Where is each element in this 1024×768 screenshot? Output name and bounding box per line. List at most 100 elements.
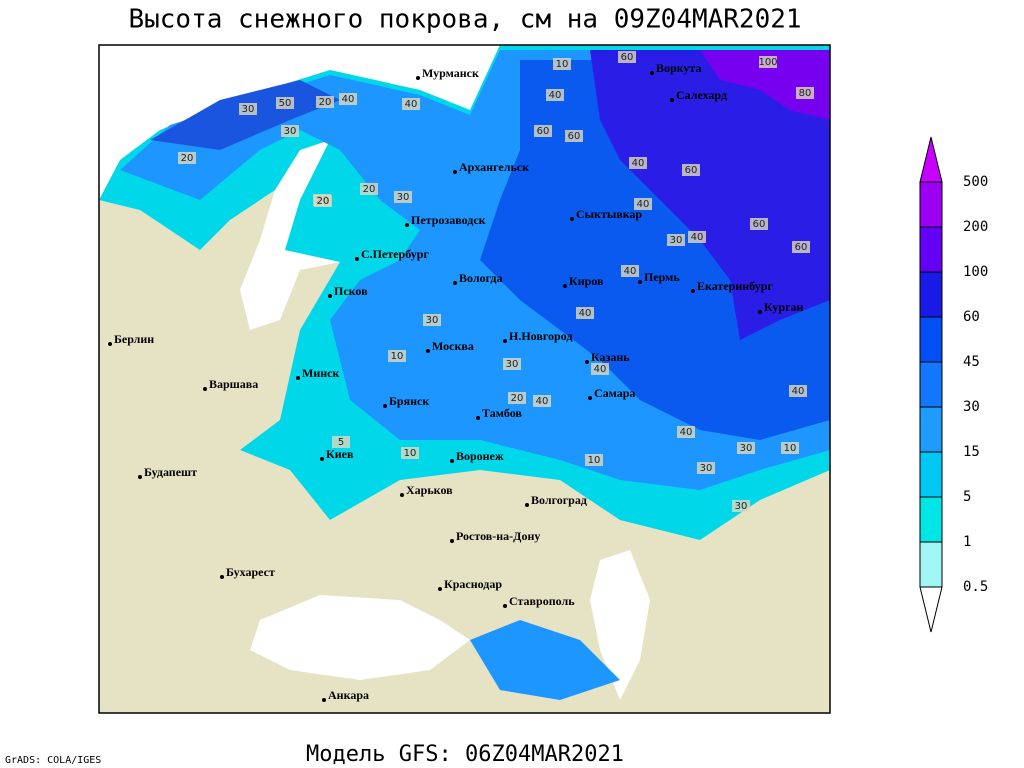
contour-label-bg — [591, 363, 609, 375]
contour-label: 40 — [632, 158, 645, 169]
contour-label-bg — [546, 89, 564, 101]
city-dot — [585, 360, 589, 364]
city-label: Екатеринбург — [697, 279, 773, 293]
contour-label: 30 — [740, 443, 753, 454]
city-label: Минск — [302, 366, 339, 380]
contour-label: 60 — [685, 165, 698, 176]
city-dot — [638, 280, 642, 284]
contour-label: 20 — [511, 393, 524, 404]
map-area — [98, 44, 831, 714]
contour-label: 10 — [391, 351, 404, 362]
black-sea — [250, 595, 470, 680]
city-dot — [758, 310, 762, 314]
contour-label: 30 — [735, 501, 748, 512]
colorbar-triangle-bottom — [919, 586, 943, 633]
colorbar-segment — [919, 226, 943, 273]
contour-label: 60 — [568, 131, 581, 142]
colorbar-label: 100 — [963, 264, 988, 280]
contour-label-bg — [239, 103, 257, 115]
contour-label-bg — [339, 93, 357, 105]
city-label: Ростов-на-Дону — [456, 529, 540, 543]
contour-label-bg — [688, 231, 706, 243]
city-dot — [503, 604, 507, 608]
city-dot — [476, 416, 480, 420]
snow-cover-very-high — [590, 50, 830, 340]
contour-label-bg — [534, 125, 552, 137]
contour-label: 100 — [758, 57, 777, 68]
contour-label: 40 — [342, 94, 355, 105]
city-dot — [383, 404, 387, 408]
city-label: Варшава — [209, 377, 258, 391]
city-label: Киев — [326, 447, 354, 461]
contour-label-bg — [796, 87, 814, 99]
city-label: Тамбов — [482, 406, 522, 420]
contour-label: 40 — [594, 364, 607, 375]
contour-label-bg — [697, 462, 715, 474]
contour-label: 20 — [317, 196, 330, 207]
colorbar-label: 15 — [963, 444, 980, 460]
contour-label: 30 — [242, 104, 255, 115]
contour-label-bg — [677, 426, 695, 438]
snow-cover-max — [700, 50, 830, 120]
city-dot — [400, 493, 404, 497]
city-label: Казань — [591, 350, 630, 364]
city-dot — [691, 289, 695, 293]
contour-label: 60 — [753, 219, 766, 230]
contour-label-bg — [618, 51, 636, 63]
contour-label: 40 — [637, 199, 650, 210]
contour-label-bg — [781, 442, 799, 454]
colorbar-segment — [919, 316, 943, 363]
snow-cover-caucasus — [470, 620, 620, 700]
contour-label: 20 — [181, 153, 194, 164]
city-label: Будапешт — [144, 465, 197, 479]
city-label: Курган — [764, 300, 804, 314]
colorbar-label: 0.5 — [963, 579, 988, 595]
contour-label: 60 — [795, 242, 808, 253]
contour-label-bg — [553, 58, 571, 70]
contour-label-bg — [332, 436, 350, 448]
colorbar-segment — [919, 361, 943, 408]
contour-label-bg — [565, 130, 583, 142]
city-dot — [138, 475, 142, 479]
city-dot — [670, 98, 674, 102]
colorbar-segment — [919, 406, 943, 453]
city-label: Н.Новгород — [509, 329, 572, 343]
colorbar-label: 500 — [963, 174, 988, 190]
contour-label: 30 — [397, 192, 410, 203]
city-label: Самара — [594, 386, 635, 400]
city-dot — [322, 698, 326, 702]
contour-label: 5 — [338, 437, 344, 448]
city-label: Киров — [569, 274, 604, 288]
contour-label: 40 — [691, 232, 704, 243]
contour-labels: 10 60 20 100 80 30 50 40 40 40 60 60 30 60 40 20 30 20 20 3… — [178, 51, 814, 512]
city-label: Бухарест — [226, 565, 275, 579]
city-label: Харьков — [406, 483, 453, 497]
colorbar-label: 200 — [963, 219, 988, 235]
city-dot — [650, 71, 654, 75]
city-label: Воркута — [656, 61, 701, 75]
contour-label: 40 — [624, 266, 637, 277]
city-dot — [525, 503, 529, 507]
contour-label-bg — [394, 191, 412, 203]
colorbar-triangle-top — [919, 136, 943, 183]
contour-label-bg — [402, 98, 420, 110]
city-dot — [588, 396, 592, 400]
title: Высота снежного покрова, см на 09Z04MAR2… — [128, 5, 801, 35]
city-label: Краснодар — [444, 577, 502, 591]
city-label: Волгоград — [531, 493, 587, 507]
contour-label-bg — [503, 358, 521, 370]
cities: Мурманск Воркута Салехард Архангельск Сыктыв… — [108, 61, 804, 702]
contour-label-bg — [423, 314, 441, 326]
colorbar-label: 30 — [963, 399, 980, 415]
contour-label-bg — [316, 96, 334, 108]
city-label: Псков — [334, 284, 368, 298]
contour-label: 50 — [279, 98, 292, 109]
contour-label: 20 — [363, 184, 376, 195]
city-dot — [450, 459, 454, 463]
city-dot — [320, 457, 324, 461]
colorbar-label: 60 — [963, 309, 980, 325]
contour-label-bg — [759, 56, 777, 68]
city-dot — [405, 223, 409, 227]
